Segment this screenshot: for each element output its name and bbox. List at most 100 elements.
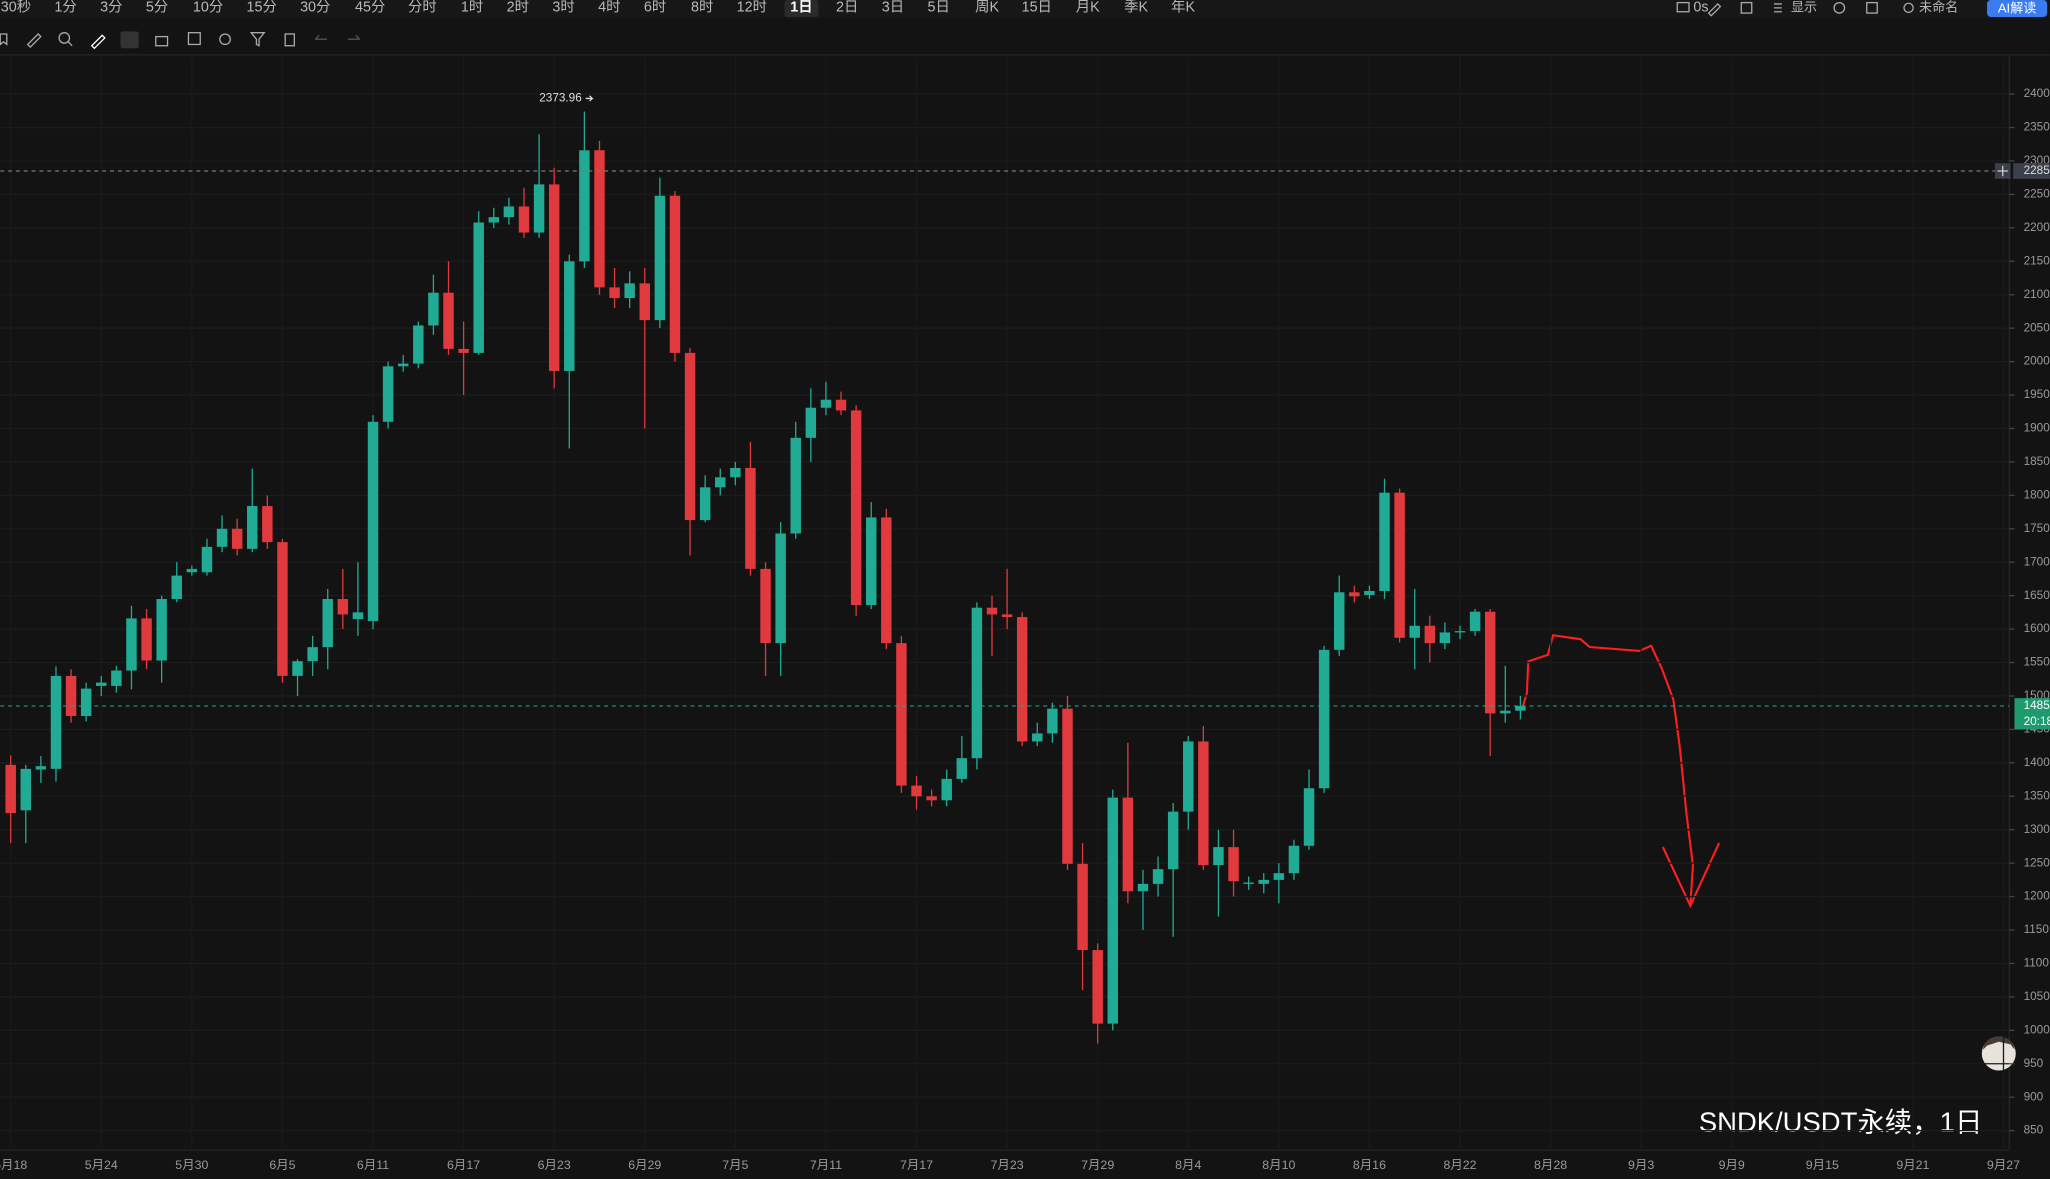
y-tick-label: 2150: [2024, 254, 2050, 267]
timeframe[interactable]: 2日: [836, 0, 858, 16]
tool-icon[interactable]: [347, 34, 361, 40]
tool-icon[interactable]: [187, 32, 201, 46]
candle-body: [322, 598, 333, 648]
ai-button[interactable]: AI解读: [1998, 1, 2036, 16]
candle-body: [1016, 617, 1028, 742]
timeframe[interactable]: 8时: [691, 0, 713, 16]
y-tick-label: 1750: [2024, 522, 2050, 535]
candle-body: [1198, 741, 1209, 866]
layout-name[interactable]: 未命名: [1919, 0, 1958, 14]
candle-body: [579, 150, 590, 262]
candle-body: [1122, 797, 1134, 892]
x-tick-label: 6月29: [628, 1158, 661, 1172]
candle-body: [1001, 614, 1013, 618]
candle-body: [1062, 708, 1073, 864]
timeframe[interactable]: 30秒: [1, 0, 31, 16]
candle-body: [971, 607, 983, 759]
timeframe[interactable]: 12时: [737, 0, 767, 16]
candle-body: [609, 287, 620, 299]
y-tick-label: 2250: [2024, 188, 2050, 201]
ai-button-bg[interactable]: [1987, 0, 2048, 17]
display-button[interactable]: 显示: [1791, 0, 1817, 14]
camera-icon[interactable]: [1676, 1, 1690, 13]
avatar[interactable]: [1981, 1036, 2016, 1071]
timeframe[interactable]: 4时: [598, 0, 620, 16]
fullscreen-icon[interactable]: [1866, 1, 1878, 14]
timeframe[interactable]: 10分: [193, 0, 223, 16]
tool-icon[interactable]: [58, 32, 71, 44]
candle-body: [247, 506, 258, 549]
tool-icon[interactable]: [155, 35, 169, 47]
x-tick-label: 9月9: [1719, 1158, 1745, 1172]
y-tick-label: 1300: [2024, 823, 2050, 836]
timeframe[interactable]: 3时: [552, 0, 574, 16]
timeframe[interactable]: 5分: [146, 0, 168, 16]
tool-icon[interactable]: [26, 33, 42, 48]
timeframe[interactable]: 周K: [975, 0, 999, 16]
timeframe[interactable]: 1分: [54, 0, 76, 16]
candle-body: [488, 217, 500, 223]
hand-drawn-arrow: [1522, 634, 1694, 906]
tool-icon[interactable]: [219, 33, 231, 46]
timer[interactable]: 0s: [1693, 0, 1708, 16]
candle-body: [745, 467, 756, 569]
timeframe[interactable]: 30分: [300, 0, 330, 16]
tool-icon[interactable]: [314, 34, 328, 40]
timeframe[interactable]: 1时: [461, 0, 483, 16]
candle-body: [458, 348, 469, 353]
crosshair-plus: [1997, 165, 2008, 177]
candle-body: [1500, 710, 1511, 714]
candle-body: [881, 517, 892, 644]
timeframe[interactable]: 5日: [928, 0, 950, 16]
candle-body: [896, 643, 907, 786]
candle-body: [1515, 705, 1526, 711]
tool-icon[interactable]: [284, 33, 295, 47]
y-tick-label: 1650: [2024, 589, 2050, 602]
y-tick-label: 1150: [2024, 923, 2050, 936]
timeframe[interactable]: 15分: [246, 0, 276, 16]
candle-body: [277, 542, 288, 676]
x-tick-label: 8月10: [1262, 1158, 1295, 1172]
candle-body: [1107, 797, 1118, 1024]
candle-body: [443, 292, 454, 349]
display-icon[interactable]: [1773, 3, 1782, 13]
high-label: 2373.96: [539, 92, 582, 105]
candle-body: [594, 150, 605, 288]
edit-icon[interactable]: [1707, 2, 1722, 17]
timeframe[interactable]: 1日: [790, 0, 812, 16]
timeframe[interactable]: 分时: [408, 0, 437, 16]
candle-body: [775, 533, 786, 644]
candle-body: [1273, 873, 1285, 880]
y-tick-label: 2400: [2024, 87, 2050, 100]
tool-icon[interactable]: [67, 41, 73, 47]
y-tick-label: 2050: [2024, 321, 2050, 334]
timeframe[interactable]: 3日: [882, 0, 904, 16]
candle-body: [1424, 625, 1436, 644]
tool-icon[interactable]: [249, 32, 266, 47]
candle-body: [1047, 708, 1058, 734]
cloud-icon[interactable]: [1903, 2, 1914, 14]
timeframe[interactable]: 3分: [100, 0, 122, 16]
timeframe[interactable]: 15日: [1022, 0, 1052, 16]
y-tick-label: 1050: [2024, 990, 2050, 1003]
avatar-face[interactable]: [1981, 1036, 2016, 1071]
candle-body: [533, 184, 545, 233]
y-tick-label: 1700: [2024, 555, 2050, 568]
tool-icon[interactable]: [120, 31, 139, 49]
y-tick-label: 1600: [2024, 622, 2050, 635]
timeframe[interactable]: 6时: [644, 0, 666, 16]
candle-body: [639, 283, 650, 321]
y-tick-label: 1350: [2024, 789, 2050, 802]
timeframe[interactable]: 年K: [1171, 0, 1195, 16]
settings-icon[interactable]: [1833, 1, 1846, 14]
timeframe[interactable]: 月K: [1076, 0, 1100, 16]
candle-body: [956, 758, 968, 779]
tool-icon[interactable]: [90, 34, 106, 50]
timeframe[interactable]: 45分: [355, 0, 385, 16]
layout-icon[interactable]: [1740, 1, 1753, 14]
timeframe[interactable]: 2时: [507, 0, 529, 16]
x-tick-label: 7月11: [810, 1158, 842, 1172]
timeframe[interactable]: 季K: [1124, 0, 1148, 16]
candle-body: [654, 195, 666, 321]
tool-icon[interactable]: [0, 33, 8, 46]
